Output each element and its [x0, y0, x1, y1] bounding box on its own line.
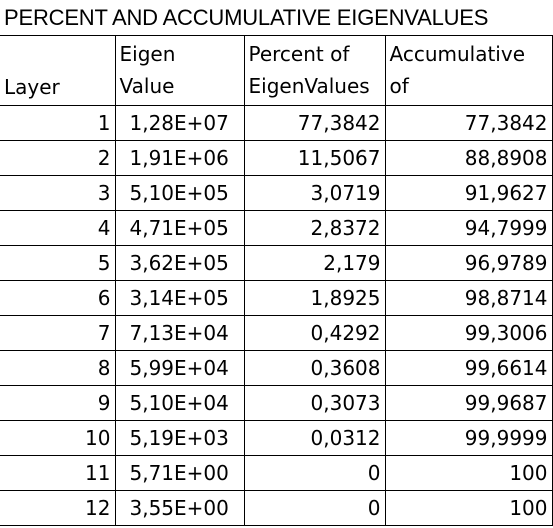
table-row: 1 1,28E+07 77,3842 77,3842	[0, 105, 553, 141]
cell-accumulative: 98,8714	[384, 280, 553, 316]
cell-layer: 2	[0, 140, 116, 176]
cell-percent: 0,0312	[243, 420, 386, 456]
eigenvalue-table: Layer Eigen Value Percent of EigenValues…	[0, 35, 553, 526]
table-row: 11 5,71E+00 0 100	[0, 455, 553, 491]
cell-layer: 8	[0, 350, 116, 386]
cell-accumulative: 94,7999	[384, 210, 553, 246]
header-accumulative: Accumulative of	[384, 35, 553, 106]
cell-accumulative: 100	[384, 490, 553, 526]
cell-percent: 2,179	[243, 245, 386, 281]
header-percent-line2: EigenValues	[248, 74, 370, 98]
header-layer: Layer	[0, 35, 116, 106]
header-percent-line1: Percent of	[248, 42, 350, 66]
cell-accumulative: 99,9687	[384, 385, 553, 421]
table-row: 12 3,55E+00 0 100	[0, 490, 553, 526]
cell-layer: 12	[0, 490, 116, 526]
cell-layer: 3	[0, 175, 116, 211]
cell-layer: 4	[0, 210, 116, 246]
cell-percent: 1,8925	[243, 280, 386, 316]
cell-layer: 7	[0, 315, 116, 351]
cell-eigen-value: 3,55E+00	[114, 490, 245, 526]
cell-accumulative: 99,6614	[384, 350, 553, 386]
cell-percent: 0	[243, 455, 386, 491]
cell-eigen-value: 3,14E+05	[114, 280, 245, 316]
cell-percent: 3,0719	[243, 175, 386, 211]
table-title: PERCENT AND ACCUMULATIVE EIGENVALUES	[4, 5, 489, 30]
cell-layer: 10	[0, 420, 116, 456]
cell-eigen-value: 7,13E+04	[114, 315, 245, 351]
table-row: 4 4,71E+05 2,8372 94,7999	[0, 210, 553, 246]
cell-eigen-value: 5,10E+04	[114, 385, 245, 421]
cell-accumulative: 77,3842	[384, 105, 553, 141]
cell-accumulative: 88,8908	[384, 140, 553, 176]
table-row: 9 5,10E+04 0,3073 99,9687	[0, 385, 553, 421]
header-eigen-value: Eigen Value	[114, 35, 245, 106]
cell-percent: 2,8372	[243, 210, 386, 246]
cell-percent: 0,3073	[243, 385, 386, 421]
cell-eigen-value: 1,28E+07	[114, 105, 245, 141]
cell-percent: 11,5067	[243, 140, 386, 176]
cell-layer: 9	[0, 385, 116, 421]
cell-accumulative: 99,9999	[384, 420, 553, 456]
table-row: 3 5,10E+05 3,0719 91,9627	[0, 175, 553, 211]
cell-accumulative: 99,3006	[384, 315, 553, 351]
cell-layer: 11	[0, 455, 116, 491]
table-row: 2 1,91E+06 11,5067 88,8908	[0, 140, 553, 176]
cell-eigen-value: 4,71E+05	[114, 210, 245, 246]
cell-layer: 1	[0, 105, 116, 141]
cell-layer: 6	[0, 280, 116, 316]
cell-eigen-value: 3,62E+05	[114, 245, 245, 281]
header-percent: Percent of EigenValues	[243, 35, 386, 106]
header-accum-line2: of	[389, 74, 409, 98]
table-row: 5 3,62E+05 2,179 96,9789	[0, 245, 553, 281]
cell-percent: 77,3842	[243, 105, 386, 141]
header-eigen-line2: Value	[119, 74, 175, 98]
table-row: 7 7,13E+04 0,4292 99,3006	[0, 315, 553, 351]
cell-accumulative: 96,9789	[384, 245, 553, 281]
table-row: 8 5,99E+04 0,3608 99,6614	[0, 350, 553, 386]
cell-eigen-value: 5,19E+03	[114, 420, 245, 456]
cell-layer: 5	[0, 245, 116, 281]
cell-eigen-value: 5,99E+04	[114, 350, 245, 386]
cell-accumulative: 100	[384, 455, 553, 491]
header-eigen-line1: Eigen	[119, 42, 176, 66]
cell-percent: 0	[243, 490, 386, 526]
cell-percent: 0,3608	[243, 350, 386, 386]
cell-eigen-value: 5,10E+05	[114, 175, 245, 211]
table-row: 10 5,19E+03 0,0312 99,9999	[0, 420, 553, 456]
cell-accumulative: 91,9627	[384, 175, 553, 211]
table-row: 6 3,14E+05 1,8925 98,8714	[0, 280, 553, 316]
cell-eigen-value: 5,71E+00	[114, 455, 245, 491]
cell-eigen-value: 1,91E+06	[114, 140, 245, 176]
header-row: Layer Eigen Value Percent of EigenValues…	[0, 35, 553, 106]
header-accum-line1: Accumulative	[389, 42, 526, 66]
cell-percent: 0,4292	[243, 315, 386, 351]
